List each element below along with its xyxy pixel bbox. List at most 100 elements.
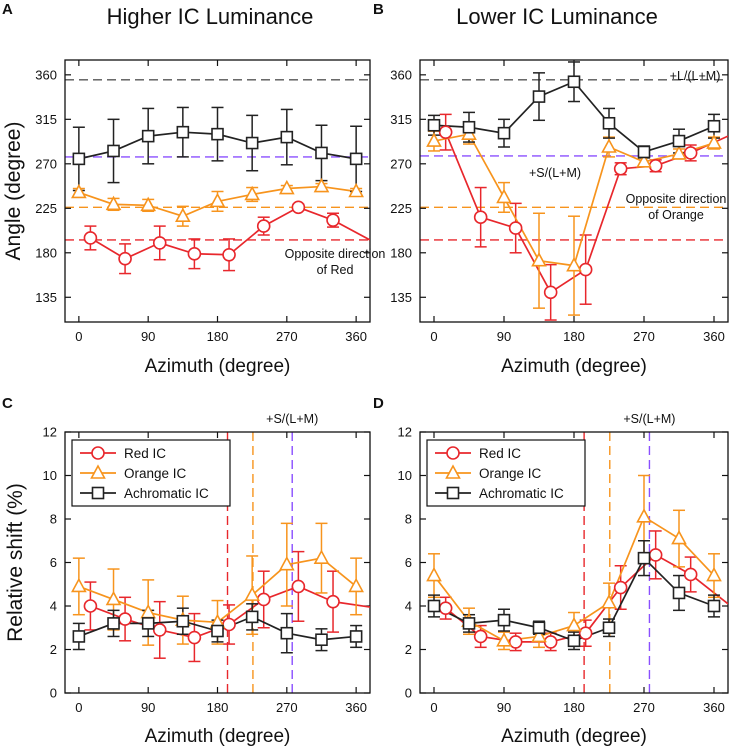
x-tick-label: 0 xyxy=(75,329,82,344)
annotation: Opposite direction xyxy=(285,247,386,261)
data-layer xyxy=(428,61,728,321)
panel-letter: A xyxy=(2,1,13,18)
data-point xyxy=(672,134,686,148)
x-axis-label: Azimuth (degree) xyxy=(145,726,291,747)
data-point xyxy=(438,601,453,615)
y-tick-label: 0 xyxy=(50,686,57,701)
data-point xyxy=(706,566,722,582)
data-point xyxy=(176,125,190,139)
legend-marker xyxy=(446,446,460,460)
data-point xyxy=(315,633,328,647)
legend-label: Achromatic IC xyxy=(124,486,209,501)
data-point xyxy=(348,577,364,593)
y-tick-label: 6 xyxy=(405,555,412,570)
data-point xyxy=(71,577,87,593)
data-point xyxy=(462,617,476,630)
data-point xyxy=(222,617,236,632)
data-point xyxy=(427,599,441,613)
panel-letter: C xyxy=(2,395,13,412)
y-tick-label: 360 xyxy=(390,67,412,82)
data-point xyxy=(462,120,476,134)
x-tick-label: 360 xyxy=(345,329,367,344)
x-tick-label: 90 xyxy=(497,700,511,715)
x-tick-label: 180 xyxy=(563,329,585,344)
x-tick-label: 180 xyxy=(563,700,585,715)
x-tick-label: 90 xyxy=(141,329,155,344)
y-tick-label: 6 xyxy=(50,555,57,570)
legend-marker xyxy=(91,446,105,460)
y-tick-label: 180 xyxy=(390,245,412,260)
panel-a: A Higher IC Luminance 0 90 180 270 360 135 180 22… xyxy=(2,1,385,377)
panel-letter: D xyxy=(373,395,384,412)
legend-label: Red IC xyxy=(479,446,521,461)
y-axis-label: Relative shift (%) xyxy=(4,483,27,642)
annotation: +S/(L+M) xyxy=(529,166,581,180)
panel-letter: B xyxy=(373,1,384,18)
data-point xyxy=(291,579,306,594)
x-tick-label: 360 xyxy=(703,329,725,344)
data-point xyxy=(313,549,330,564)
data-point xyxy=(107,144,120,158)
x-tick-label: 0 xyxy=(75,700,82,715)
y-tick-label: 4 xyxy=(50,599,57,614)
data-point xyxy=(496,188,512,204)
data-point xyxy=(637,145,651,159)
y-axis-label: Angle (degree) xyxy=(2,122,25,261)
x-tick-label: 270 xyxy=(633,329,655,344)
x-tick-label: 90 xyxy=(141,700,155,715)
data-point xyxy=(176,614,190,628)
data-point xyxy=(105,590,122,606)
x-tick-label: 180 xyxy=(207,700,229,715)
y-tick-label: 2 xyxy=(50,642,57,657)
marker-layer xyxy=(71,125,364,266)
data-point xyxy=(578,626,593,640)
data-point xyxy=(222,247,236,262)
annotation: Opposite direction xyxy=(626,192,727,206)
data-point xyxy=(567,634,581,648)
data-point xyxy=(315,146,328,160)
data-point xyxy=(72,152,86,166)
data-point xyxy=(496,632,512,647)
data-point xyxy=(140,196,157,212)
y-tick-label: 270 xyxy=(35,156,57,171)
data-point xyxy=(648,548,663,562)
series-achromatic xyxy=(428,61,720,159)
data-point xyxy=(566,256,582,272)
annotation: +S/(L+M) xyxy=(623,412,675,426)
data-point xyxy=(71,183,87,199)
data-point xyxy=(141,129,155,143)
data-point xyxy=(348,182,364,198)
data-point xyxy=(326,594,340,609)
data-point xyxy=(636,508,652,523)
data-point xyxy=(473,210,488,224)
annotation: +L/(L+M) xyxy=(670,69,721,83)
legend-label: Orange IC xyxy=(124,466,187,481)
legend-label: Red IC xyxy=(124,446,166,461)
data-point xyxy=(187,246,202,261)
x-tick-label: 360 xyxy=(703,700,725,715)
x-tick-label: 270 xyxy=(276,700,298,715)
data-point xyxy=(313,177,330,193)
marker-layer xyxy=(426,508,722,649)
data-point xyxy=(637,551,651,565)
legend: Red IC Orange IC Achromatic IC xyxy=(426,439,586,507)
x-tick-label: 0 xyxy=(430,700,437,715)
data-point xyxy=(531,252,547,267)
data-point xyxy=(578,262,593,277)
annotation: +S/(L+M) xyxy=(266,412,318,426)
data-point xyxy=(508,221,523,235)
y-tick-label: 12 xyxy=(43,425,57,440)
x-tick-label: 90 xyxy=(497,329,511,344)
panel-title: Higher IC Luminance xyxy=(107,4,314,29)
data-point xyxy=(683,567,698,582)
y-tick-label: 225 xyxy=(35,201,57,216)
y-tick-label: 0 xyxy=(405,686,412,701)
data-point xyxy=(648,158,663,173)
data-point xyxy=(683,146,698,160)
y-tick-label: 10 xyxy=(398,468,412,483)
data-point xyxy=(426,566,442,582)
data-point xyxy=(567,75,581,89)
y-tick-label: 270 xyxy=(390,156,412,171)
y-tick-label: 180 xyxy=(35,245,57,260)
data-point xyxy=(244,185,261,201)
